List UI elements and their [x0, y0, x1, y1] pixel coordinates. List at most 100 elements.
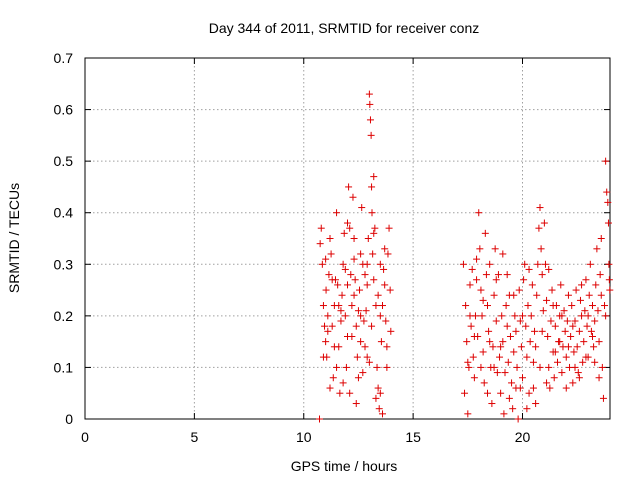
data-point — [350, 235, 358, 242]
data-point — [349, 193, 357, 201]
data-point — [537, 245, 545, 253]
data-point — [379, 302, 386, 310]
data-point — [370, 276, 378, 284]
data-point — [379, 410, 386, 418]
data-point — [322, 255, 330, 263]
data-point — [564, 343, 572, 351]
data-point — [503, 322, 511, 330]
data-point — [535, 224, 543, 232]
data-point — [560, 307, 568, 315]
data-point — [549, 302, 557, 310]
data-point — [466, 281, 474, 289]
data-point — [464, 410, 472, 418]
data-point — [510, 291, 518, 299]
data-point — [491, 245, 499, 253]
data-point — [385, 224, 393, 232]
data-point — [525, 389, 533, 397]
data-point — [344, 219, 351, 227]
plot-frame — [84, 57, 611, 420]
data-point — [365, 90, 373, 98]
data-point — [387, 327, 395, 335]
data-point — [515, 286, 523, 294]
data-point — [602, 157, 610, 165]
data-point — [492, 276, 500, 284]
data-point — [503, 271, 511, 279]
axis-ticks — [84, 57, 610, 420]
data-point — [341, 265, 349, 273]
data-point — [383, 363, 391, 371]
data-point — [353, 353, 361, 361]
data-point — [386, 286, 394, 294]
data-point — [484, 302, 491, 310]
data-point — [317, 224, 325, 232]
data-point — [511, 312, 519, 320]
data-point — [490, 291, 498, 299]
data-point — [557, 281, 565, 289]
data-point — [345, 183, 353, 191]
data-point — [367, 131, 375, 139]
data-point — [493, 369, 501, 377]
x-tick-label: 5 — [190, 429, 198, 445]
data-point — [533, 291, 541, 299]
data-point — [512, 327, 520, 335]
data-point — [368, 322, 376, 330]
data-point — [350, 291, 358, 299]
data-point — [337, 307, 345, 315]
data-point — [581, 307, 589, 315]
data-point — [536, 204, 544, 212]
data-point — [333, 363, 341, 371]
data-point — [595, 338, 603, 346]
data-point — [476, 245, 484, 253]
data-point — [568, 302, 576, 310]
data-point — [473, 276, 481, 284]
data-point — [504, 358, 512, 366]
data-point — [580, 338, 588, 346]
data-point — [532, 400, 540, 408]
data-point — [374, 384, 382, 392]
data-point — [362, 307, 370, 315]
data-point — [520, 276, 528, 284]
data-point — [496, 353, 504, 361]
data-point — [543, 296, 551, 304]
data-point — [348, 332, 356, 340]
x-tick-label: 20 — [515, 429, 531, 445]
data-point — [381, 281, 389, 289]
data-point — [539, 307, 547, 315]
data-points — [316, 90, 614, 423]
data-point — [375, 405, 383, 413]
data-point — [519, 312, 526, 320]
data-point — [562, 353, 570, 361]
data-point — [586, 260, 594, 268]
data-point — [364, 235, 372, 242]
data-point — [357, 338, 365, 346]
x-tick-label: 15 — [405, 429, 421, 445]
data-point — [606, 286, 614, 294]
data-point — [567, 332, 575, 340]
data-point — [356, 286, 364, 294]
data-point — [494, 271, 502, 279]
data-point — [526, 338, 534, 346]
data-point — [569, 379, 577, 387]
data-point — [519, 374, 526, 382]
data-point — [528, 281, 536, 289]
data-point — [461, 389, 469, 397]
y-tick-label: 0.6 — [54, 102, 74, 118]
data-point — [480, 379, 488, 387]
data-point — [522, 322, 530, 330]
data-point — [558, 369, 566, 377]
data-point — [368, 209, 376, 217]
data-point — [569, 322, 577, 330]
data-point — [556, 338, 564, 346]
data-point — [337, 317, 345, 325]
data-point — [340, 229, 348, 237]
data-point — [328, 276, 336, 284]
data-point — [371, 224, 379, 232]
data-point — [501, 369, 509, 377]
data-point — [523, 353, 531, 361]
data-point — [484, 389, 491, 397]
y-tick-label: 0.7 — [54, 50, 74, 66]
grid-lines — [85, 58, 610, 419]
data-point — [582, 276, 590, 284]
data-point — [467, 322, 475, 330]
